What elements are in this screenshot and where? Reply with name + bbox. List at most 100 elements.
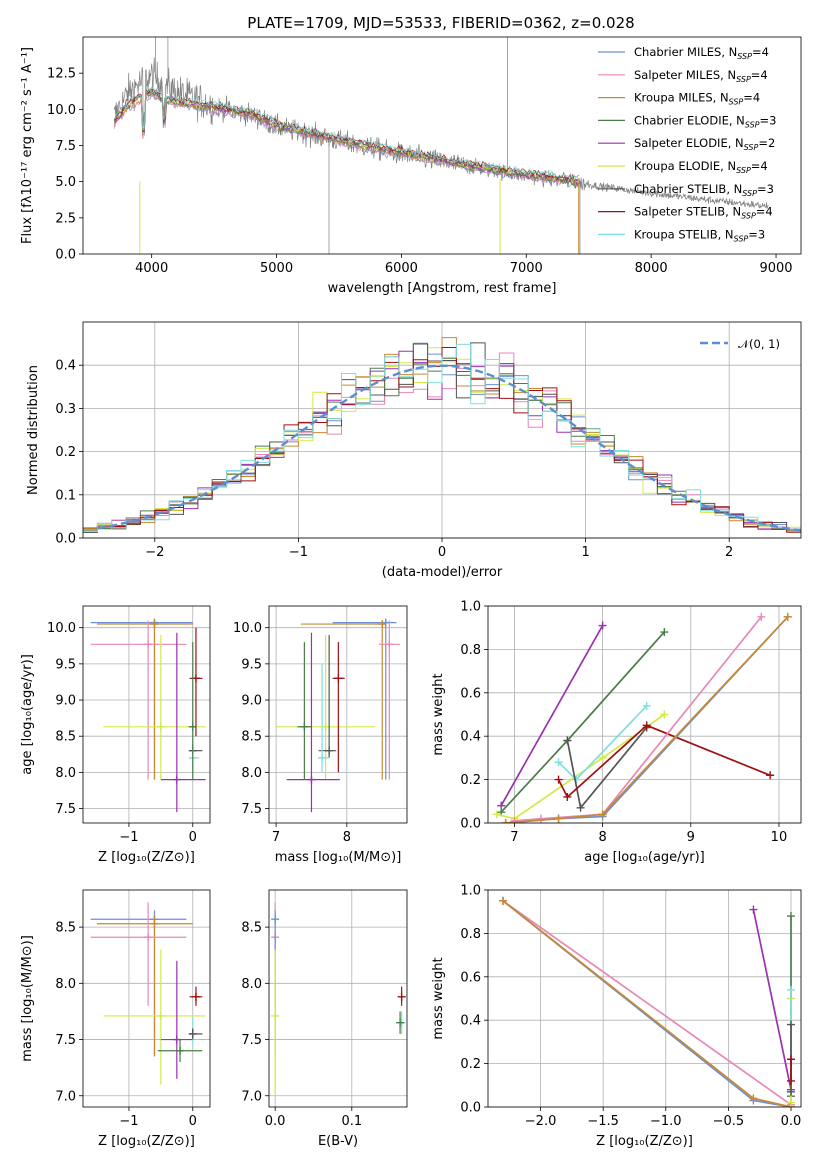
marker [766,771,775,780]
data-point [176,1046,185,1055]
y-tick-label: 0.3 [55,402,76,417]
data-point [318,753,327,762]
legend-label: Kroupa MILES, NSSP=4 [634,91,760,107]
series-salpeter-elodie [500,625,604,807]
marker [786,1055,795,1064]
x-tick-label: −1 [119,1114,138,1129]
series-kroupa-elodie [496,713,665,820]
x-tick-label: 2 [725,545,733,560]
marker [786,1076,795,1085]
marker [598,621,607,630]
y-tick-label: 7.5 [241,1033,262,1048]
y-tick-label: 1.0 [460,600,481,615]
legend-label: Chabrier STELIB, NSSP=3 [634,182,774,198]
marker [499,896,508,905]
marker [786,985,795,994]
marker [749,1094,758,1103]
y-tick-label: 8.5 [55,730,76,745]
x-tick-label: 0 [189,830,197,845]
y-tick-label: 0.6 [460,686,481,701]
model-spectrum-chabrier-stelib [113,86,579,184]
gridlines [83,606,210,823]
x-axis-label: Z [log₁₀(Z/Z⊙)] [596,1134,693,1149]
data-point [385,640,394,649]
x-tick-label: 4000 [135,261,168,276]
model-spectrum-kroupa-miles [113,94,580,186]
y-tick-label: 0.4 [460,730,481,745]
series-salpeter-miles [514,616,762,822]
data-point [150,620,159,629]
legend-label: Kroupa ELODIE, NSSP=4 [634,159,768,175]
x-tick-label: 8 [598,830,606,845]
x-tick-label: −1.0 [650,1114,682,1129]
plot-area [271,902,406,1096]
legend-normal-label: 𝒩(0, 1) [738,337,780,351]
marker [598,753,607,762]
x-tick-label: 9000 [759,261,792,276]
y-tick-label: 7.5 [241,802,262,817]
y-tick-label: 0.8 [460,927,481,942]
x-tick-label: 8000 [635,261,668,276]
data-point [156,722,165,731]
x-tick-label: 0 [189,1114,197,1129]
model-spectrum-salpeter-miles [113,92,580,188]
y-tick-label: 9.5 [241,657,262,672]
y-tick-label: 0.1 [55,488,76,503]
marker [783,612,792,621]
chart-mass_vs_EBV: 0.0 0.1 7.0 7.5 8.0 8.5 E(B-V) [241,889,408,1149]
y-tick-label: 0.0 [460,1101,481,1116]
axes-frame [82,605,211,824]
x-tick-label: 1 [581,545,589,560]
legend-label: Kroupa STELIB, NSSP=3 [634,227,765,243]
y-tick-label: 10.0 [47,103,76,118]
y-tick-label: 0.0 [55,532,76,547]
marker [786,1098,795,1107]
marker [554,758,563,767]
series-kroupa-miles [505,616,789,823]
data-point [381,618,390,627]
x-tick-label: −1 [119,830,138,845]
plot-area [499,896,795,1107]
plot-area [90,618,206,813]
marker [554,814,563,823]
y-axis-label: mass weight [431,673,446,755]
data-point [300,722,309,731]
y-tick-label: 9.5 [55,657,76,672]
figure-title: PLATE=1709, MJD=53533, FIBERID=0362, z=0… [247,14,634,32]
chart-mass_vs_Z: −1 0 7.0 7.5 8.0 8.5 Z [log₁₀(Z/Z⊙)] mass [log₁… [20,889,211,1149]
y-tick-label: 12.5 [47,67,76,82]
x-axis-label: mass [log₁₀(M/M⊙)] [275,850,402,865]
x-tick-label: −0.5 [713,1114,745,1129]
plot-area [276,618,400,813]
legend-label: Salpeter MILES, NSSP=4 [634,68,768,84]
x-tick-label: 5000 [260,261,293,276]
chart-age_vs_Z: −1 0 7.5 8.0 8.5 9.0 9.5 10.0 Z [log₁₀(Z/Z⊙)] age… [20,605,211,865]
x-axis-label: age [log₁₀(age/yr)] [584,850,705,865]
axes-frame [268,889,408,1108]
data-point [271,1011,280,1020]
y-tick-label: 8.0 [241,766,262,781]
gridlines [83,890,210,1107]
marker [786,1087,795,1096]
chart-residuals: −2 −1 0 1 2 0.0 0.1 0.2 0.3 0.4 (data-model)/error… [26,321,802,580]
y-tick-label: 8.5 [55,921,76,936]
marker [536,814,545,823]
chart-spectrum: 4000 5000 6000 7000 8000 9000 0.0 2.5 5.0 7.5 10.0… [20,36,802,296]
plot-area [90,902,206,1085]
marker [660,628,669,637]
axes-frame [268,605,408,824]
x-tick-label: 9 [687,830,695,845]
marker [660,710,669,719]
y-axis-label: mass [log₁₀(M/M⊙)] [20,935,35,1062]
y-tick-label: 0.2 [55,445,76,460]
y-tick-label: 7.5 [55,1033,76,1048]
legend-label: Chabrier ELODIE, NSSP=3 [634,113,776,129]
data-point [271,915,280,924]
y-tick-label: 10.0 [47,621,76,636]
y-tick-label: 0.4 [460,1014,481,1029]
series-salpeter-elodie [752,909,792,1090]
normal-curve [97,364,801,532]
y-tick-label: 8.5 [241,730,262,745]
chart-massweight_vs_age: 7 8 9 10 0.0 0.2 0.4 0.6 0.8 1.0 age [log₁₀(age/yr… [431,600,802,865]
axes-frame [487,889,802,1108]
